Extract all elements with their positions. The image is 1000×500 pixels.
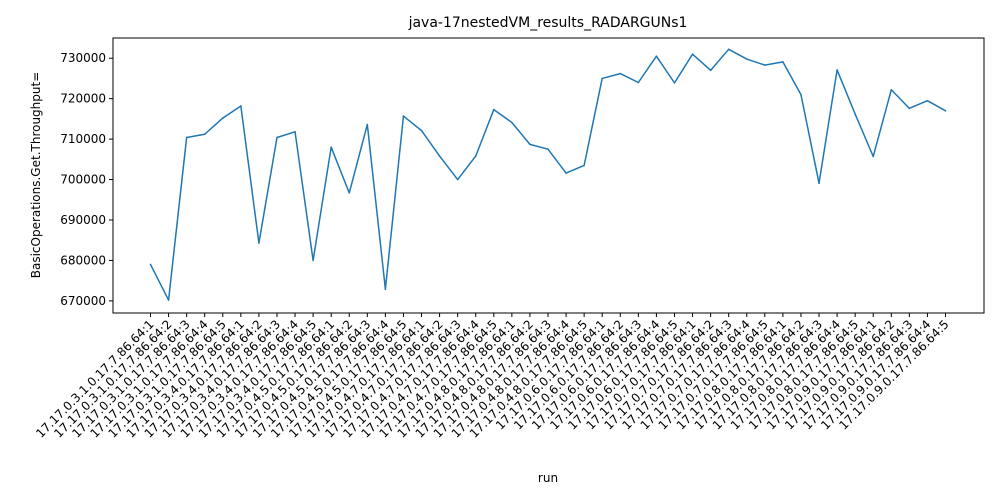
data-point <box>673 82 676 84</box>
data-point <box>547 148 549 151</box>
data-point <box>637 81 640 84</box>
data-point <box>474 155 477 157</box>
data-point <box>565 172 567 174</box>
data-point <box>348 192 351 194</box>
y-tick-label: 680000 <box>60 253 106 267</box>
x-axis-title: run <box>538 471 558 485</box>
data-point <box>926 99 929 102</box>
data-point <box>294 131 296 133</box>
data-point <box>438 155 441 157</box>
y-axis-title: BasicOperations.Get.Throughput= <box>29 72 43 279</box>
data-point <box>782 61 784 63</box>
data-point <box>619 72 622 75</box>
data-point <box>709 69 712 72</box>
data-point <box>312 259 314 262</box>
data-point <box>456 178 459 181</box>
data-point <box>818 182 820 184</box>
data-point <box>330 146 332 148</box>
data-point <box>691 53 694 55</box>
plot-area <box>149 48 947 301</box>
data-point <box>420 129 423 132</box>
y-axis: 670000 680000 690000 700000 710000 720000 7300… <box>60 51 113 308</box>
data-point <box>221 117 224 119</box>
data-point <box>402 115 405 117</box>
data-point <box>655 55 658 57</box>
data-point <box>366 123 369 126</box>
data-point <box>240 105 242 107</box>
data-point <box>276 136 278 139</box>
data-point <box>890 88 893 91</box>
chart-title: java-17nestedVM_results_RADARGUNs1 <box>408 15 688 31</box>
plot-frame <box>112 37 985 314</box>
y-tick-label: 700000 <box>60 173 106 187</box>
data-point <box>745 58 748 60</box>
data-point <box>203 133 206 136</box>
y-tick-label: 670000 <box>60 294 106 308</box>
data-point <box>872 155 875 158</box>
data-point <box>149 263 152 266</box>
data-point <box>511 121 513 124</box>
data-point <box>908 107 911 110</box>
y-tick-label: 690000 <box>60 213 106 227</box>
data-point <box>854 113 856 115</box>
x-axis: 17.17.0.3.1.0.17.7.86.64:117.17.0.3.1.0.… <box>33 313 952 441</box>
data-point <box>727 48 730 51</box>
data-point <box>764 64 766 66</box>
data-point <box>529 143 531 146</box>
data-point <box>167 299 170 301</box>
data-point <box>601 77 604 80</box>
data-point <box>258 242 260 244</box>
data-point <box>185 136 188 139</box>
data-point <box>800 93 802 96</box>
y-tick-label: 730000 <box>60 51 106 65</box>
data-point <box>583 164 585 167</box>
y-tick-label: 710000 <box>60 132 106 146</box>
data-point <box>836 69 838 71</box>
y-tick-label: 720000 <box>60 92 106 106</box>
data-point <box>384 288 387 290</box>
data-point <box>492 108 495 111</box>
data-point <box>944 109 947 112</box>
